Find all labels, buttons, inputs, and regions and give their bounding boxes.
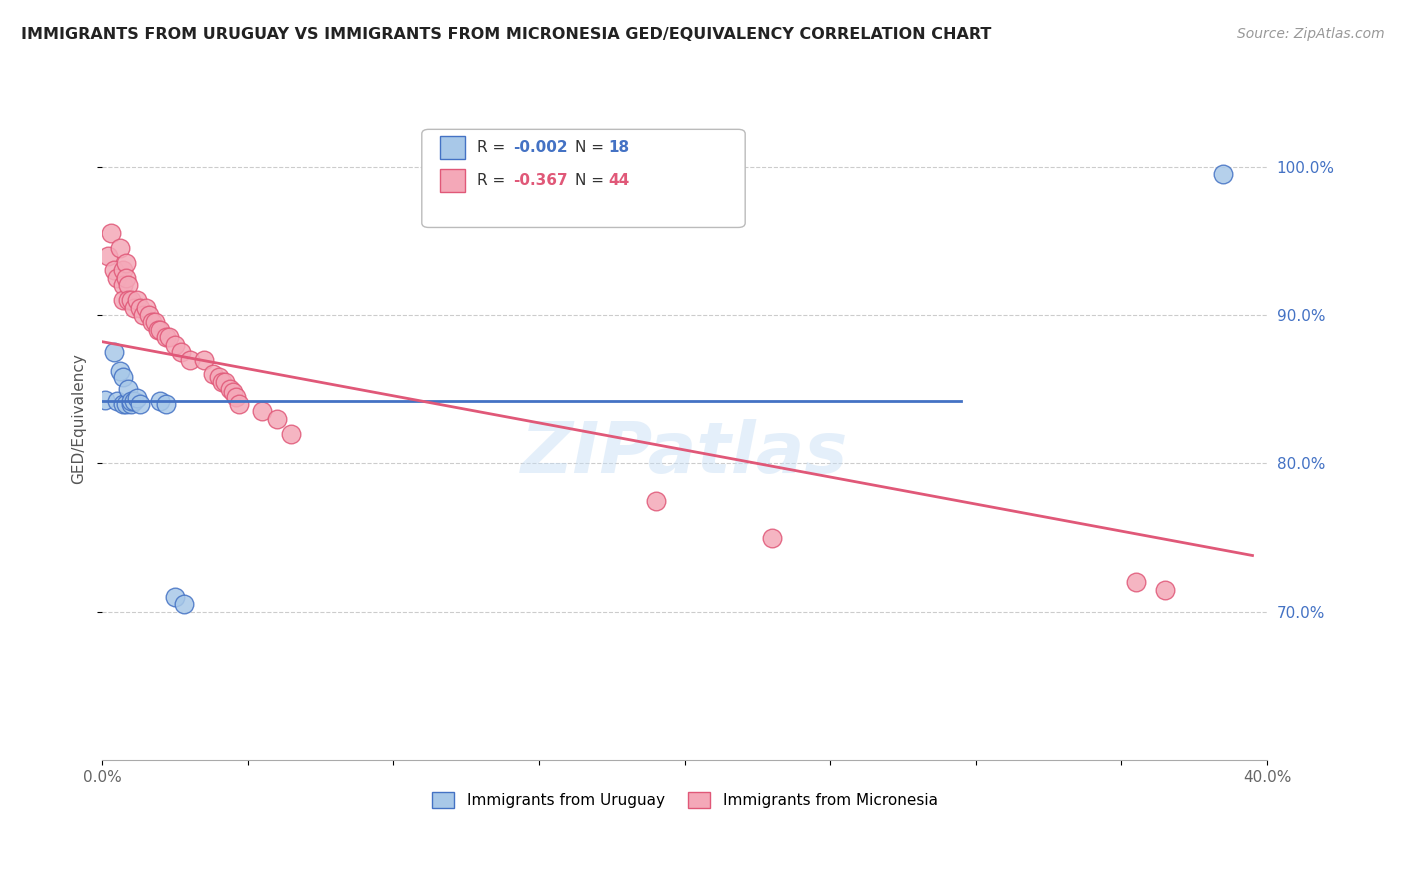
Point	[1212, 167, 1234, 181]
Point	[214, 375, 236, 389]
Point	[1125, 575, 1147, 590]
Point	[179, 352, 201, 367]
Point	[644, 493, 666, 508]
Point	[228, 397, 250, 411]
Point	[138, 308, 160, 322]
Point	[111, 263, 134, 277]
Point	[219, 382, 242, 396]
Point	[201, 368, 224, 382]
Point	[146, 323, 169, 337]
Text: IMMIGRANTS FROM URUGUAY VS IMMIGRANTS FROM MICRONESIA GED/EQUIVALENCY CORRELATIO: IMMIGRANTS FROM URUGUAY VS IMMIGRANTS FR…	[21, 27, 991, 42]
Point	[127, 391, 149, 405]
Point	[97, 249, 120, 263]
Point	[135, 301, 157, 315]
Point	[211, 375, 233, 389]
Point	[280, 426, 302, 441]
Text: 44: 44	[609, 173, 630, 188]
Point	[120, 293, 142, 307]
Text: Source: ZipAtlas.com: Source: ZipAtlas.com	[1237, 27, 1385, 41]
Point	[127, 293, 149, 307]
Point	[143, 315, 166, 329]
Point	[1154, 582, 1177, 597]
Text: N =: N =	[575, 140, 609, 155]
Y-axis label: GED/Equivalency: GED/Equivalency	[72, 353, 86, 484]
Point	[155, 397, 177, 411]
Point	[105, 271, 128, 285]
Point	[129, 397, 152, 411]
Point	[222, 385, 245, 400]
Point	[225, 390, 247, 404]
Point	[117, 278, 139, 293]
Text: -0.002: -0.002	[513, 140, 568, 155]
Point	[120, 397, 142, 411]
Point	[108, 364, 131, 378]
Point	[266, 412, 288, 426]
Point	[111, 370, 134, 384]
Point	[111, 293, 134, 307]
Point	[120, 394, 142, 409]
Point	[105, 394, 128, 409]
Point	[141, 315, 163, 329]
Point	[129, 301, 152, 315]
Point	[163, 590, 186, 604]
Text: ZIPatlas: ZIPatlas	[522, 418, 848, 488]
Point	[117, 382, 139, 396]
Point	[103, 263, 125, 277]
Point	[111, 278, 134, 293]
Point	[157, 330, 180, 344]
Point	[252, 404, 274, 418]
Point	[108, 241, 131, 255]
Text: 18: 18	[609, 140, 630, 155]
Point	[149, 323, 172, 337]
Point	[208, 370, 231, 384]
Text: N =: N =	[575, 173, 609, 188]
Point	[100, 227, 122, 241]
Point	[163, 337, 186, 351]
Point	[761, 531, 783, 545]
Legend: Immigrants from Uruguay, Immigrants from Micronesia: Immigrants from Uruguay, Immigrants from…	[426, 786, 943, 814]
Point	[132, 308, 155, 322]
Point	[122, 301, 145, 315]
Point	[170, 345, 193, 359]
Point	[122, 394, 145, 409]
Point	[193, 352, 215, 367]
Text: R =: R =	[477, 140, 510, 155]
Point	[117, 293, 139, 307]
Point	[111, 397, 134, 411]
Point	[155, 330, 177, 344]
Point	[114, 397, 136, 411]
Point	[103, 345, 125, 359]
Text: R =: R =	[477, 173, 510, 188]
Point	[114, 256, 136, 270]
Text: -0.367: -0.367	[513, 173, 568, 188]
Point	[149, 394, 172, 409]
Point	[114, 271, 136, 285]
Point	[94, 392, 117, 407]
Point	[173, 598, 195, 612]
